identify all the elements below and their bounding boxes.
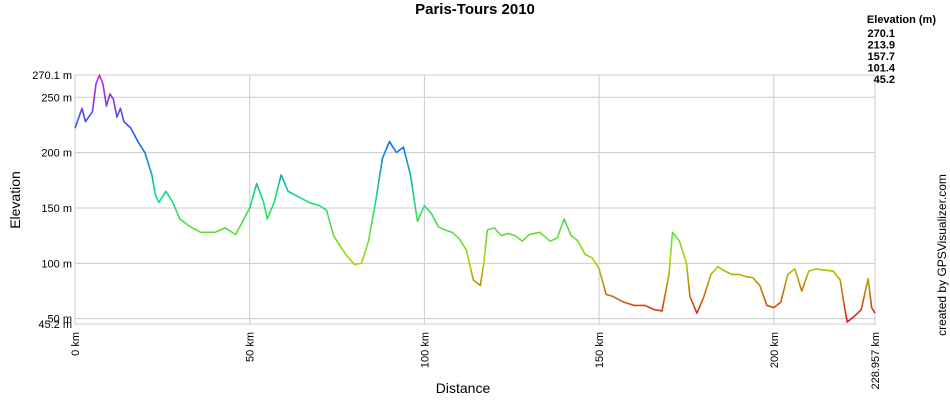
y-tick-label: 100 m bbox=[41, 258, 72, 270]
legend-value: 270.1 bbox=[867, 28, 895, 40]
x-tick-label: 100 km bbox=[419, 332, 431, 368]
y-tick-label: 45.2 m bbox=[38, 319, 72, 331]
legend-value: 157.7 bbox=[867, 51, 895, 63]
x-tick-label: 50 km bbox=[245, 332, 257, 362]
legend-value: 213.9 bbox=[867, 40, 895, 52]
x-tick-label: 0 km bbox=[70, 332, 82, 356]
credit: created by GPSVisualizer.com bbox=[935, 174, 949, 336]
x-tick-label: 200 km bbox=[769, 332, 781, 368]
y-axis-label: Elevation bbox=[7, 171, 23, 229]
x-tick-label: 150 km bbox=[594, 332, 606, 368]
y-tick-label: 200 m bbox=[41, 148, 72, 160]
chart-title: Paris-Tours 2010 bbox=[415, 1, 535, 18]
x-tick-label: 228.957 km bbox=[870, 332, 882, 389]
elevation-line bbox=[74, 74, 876, 323]
y-tick-label: 150 m bbox=[41, 203, 72, 215]
y-tick-label: 270.1 m bbox=[32, 70, 72, 82]
y-tick-label: 250 m bbox=[41, 92, 72, 104]
legend-value: 101.4 bbox=[867, 63, 895, 75]
legend-value: 45.2 bbox=[874, 74, 895, 86]
y-tick-label: 50 m bbox=[48, 314, 72, 326]
x-axis-label: Distance bbox=[436, 380, 491, 396]
plot-area bbox=[74, 74, 876, 325]
legend-title: Elevation (m) bbox=[867, 14, 936, 26]
